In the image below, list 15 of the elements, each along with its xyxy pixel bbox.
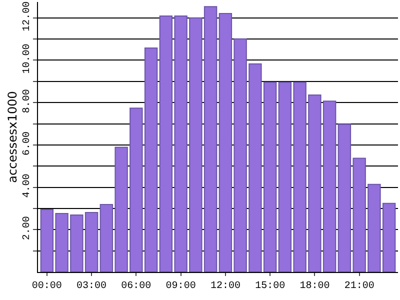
y-tick-label: 6.00: [22, 131, 33, 156]
y-tick-label: 8.00: [22, 89, 33, 114]
y-tick-label: 10.00: [22, 44, 33, 74]
x-tick-label: 15:00: [255, 281, 286, 292]
x-tick-label: 06:00: [121, 281, 152, 292]
x-tick-label: 09:00: [166, 281, 196, 292]
x-tick-label: 00:00: [32, 281, 62, 292]
y-tick-label: 2.00: [22, 216, 33, 240]
y-tick-label: 12.00: [22, 1, 33, 32]
y-tick-label: 4.00: [22, 174, 33, 198]
x-tick-label: 21:00: [344, 281, 374, 292]
x-tick-label: 18:00: [300, 281, 330, 292]
x-tick-label: 03:00: [76, 281, 107, 292]
x-tick-label: 12:00: [210, 281, 240, 292]
y-axis-title: accessesx1000: [5, 91, 20, 183]
